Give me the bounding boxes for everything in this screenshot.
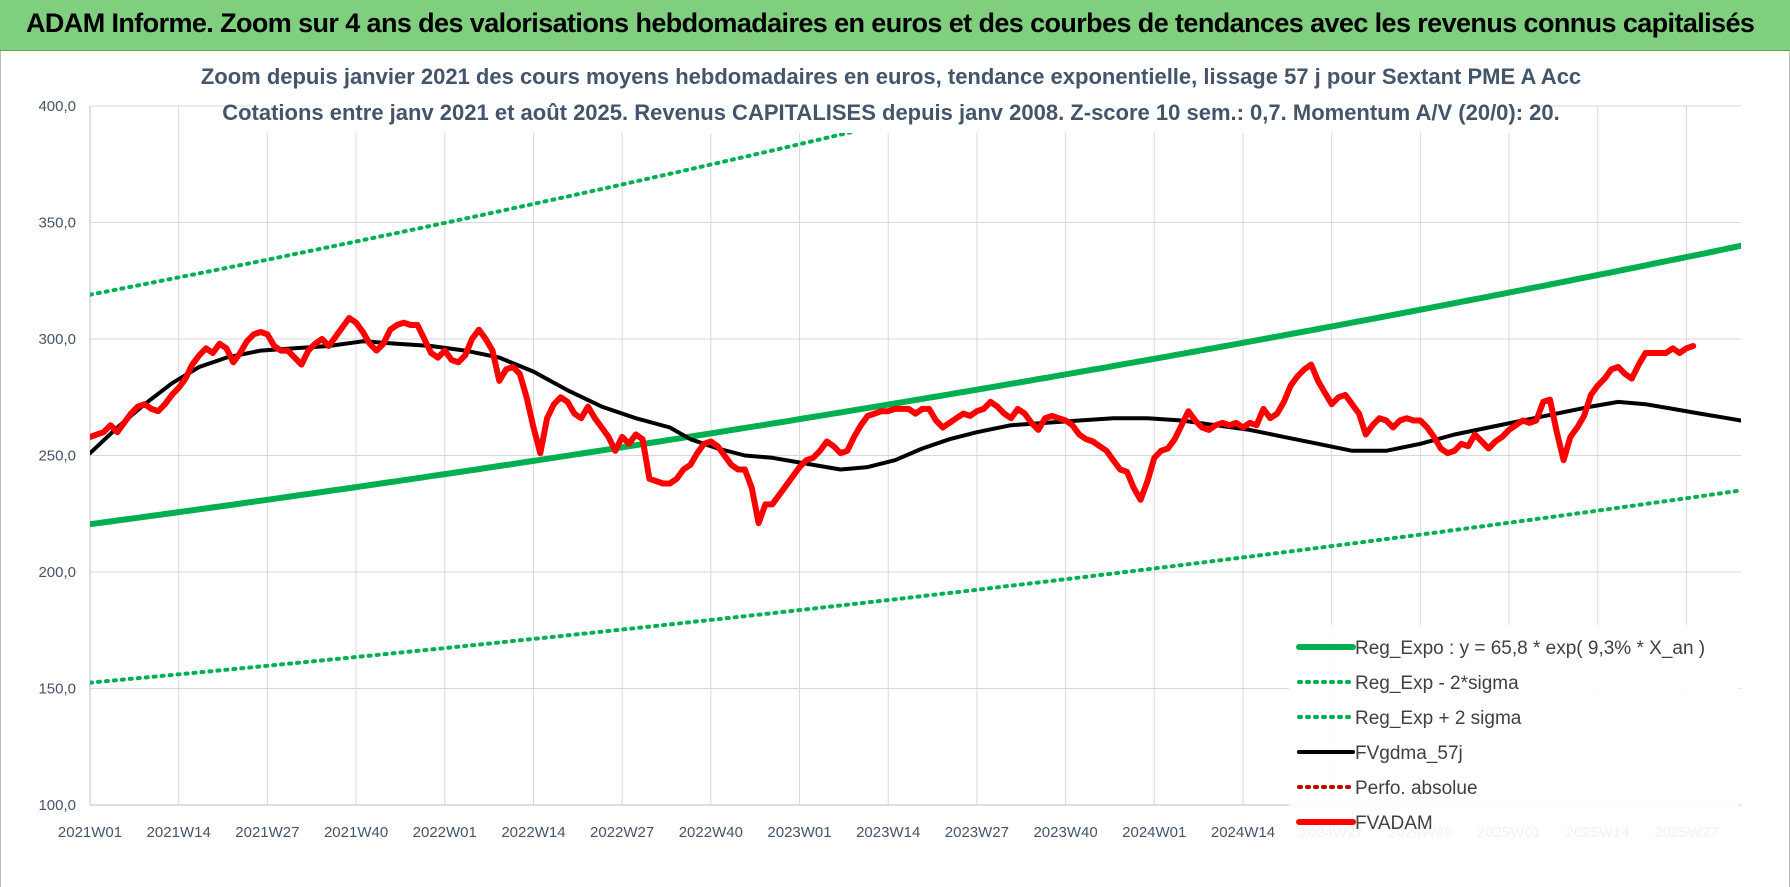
- x-tick-label: 2022W40: [679, 824, 743, 841]
- legend-label: Perfo. absolue: [1355, 778, 1478, 799]
- y-tick-label: 100,0: [38, 797, 76, 814]
- y-tick-label: 350,0: [38, 215, 76, 232]
- legend-label: Reg_Exp + 2 sigma: [1355, 708, 1522, 729]
- x-tick-label: 2022W14: [501, 824, 565, 841]
- legend: Reg_Expo : y = 65,8 * exp( 9,3% * X_an )…: [1289, 625, 1739, 843]
- y-tick-label: 250,0: [38, 448, 76, 465]
- report-banner: ADAM Informe. Zoom sur 4 ans des valoris…: [0, 0, 1790, 51]
- x-tick-label: 2022W01: [413, 824, 477, 841]
- y-tick-label: 200,0: [38, 564, 76, 581]
- x-tick-label: 2023W14: [856, 824, 920, 841]
- axes: 100,0 150,0 200,0 250,0 300,0 350,0 400,0 2021W…: [38, 98, 1741, 841]
- legend-label: Reg_Expo : y = 65,8 * exp( 9,3% * X_an ): [1355, 638, 1705, 659]
- series-line-reg-expo-y-65-8-exp-9-3-x-an: [90, 242, 1741, 528]
- legend-background: [1289, 625, 1739, 843]
- legend-label: Reg_Exp - 2*sigma: [1355, 673, 1519, 694]
- x-tick-label: 2022W27: [590, 824, 654, 841]
- title-background: [251, 57, 1531, 133]
- series-line-fvgdma-57j: [90, 339, 1741, 472]
- legend-label: FVADAM: [1355, 813, 1433, 834]
- series-layer: [90, 106, 1741, 685]
- chart-title-line1: Zoom depuis janvier 2021 des cours moyen…: [201, 64, 1581, 89]
- x-tick-label: 2024W14: [1211, 824, 1275, 841]
- chart-svg: 100,0 150,0 200,0 250,0 300,0 350,0 400,0 2021W…: [38, 57, 1741, 843]
- report-title: ADAM Informe. Zoom sur 4 ans des valoris…: [26, 8, 1755, 38]
- y-tick-label: 300,0: [38, 331, 76, 348]
- x-tick-label: 2021W14: [147, 824, 211, 841]
- y-tick-label: 150,0: [38, 681, 76, 698]
- series-line-reg-exp-2-sigma: [90, 488, 1741, 685]
- x-tick-label: 2021W40: [324, 824, 388, 841]
- y-tick-label: 400,0: [38, 98, 76, 115]
- x-tick-label: 2024W01: [1122, 824, 1186, 841]
- x-tick-label: 2023W01: [767, 824, 831, 841]
- series-line-fvadam: [90, 315, 1697, 527]
- x-tick-label: 2023W27: [945, 824, 1009, 841]
- legend-label: FVgdma_57j: [1355, 743, 1463, 764]
- x-tick-label: 2023W40: [1033, 824, 1097, 841]
- x-tick-label: 2021W01: [58, 824, 122, 841]
- chart-title-line2: Cotations entre janv 2021 et août 2025. …: [222, 100, 1560, 125]
- series-line-reg-exp-2-sigma: [90, 106, 969, 297]
- x-tick-label: 2021W27: [235, 824, 299, 841]
- chart-area: 100,0 150,0 200,0 250,0 300,0 350,0 400,0 2021W…: [0, 51, 1790, 887]
